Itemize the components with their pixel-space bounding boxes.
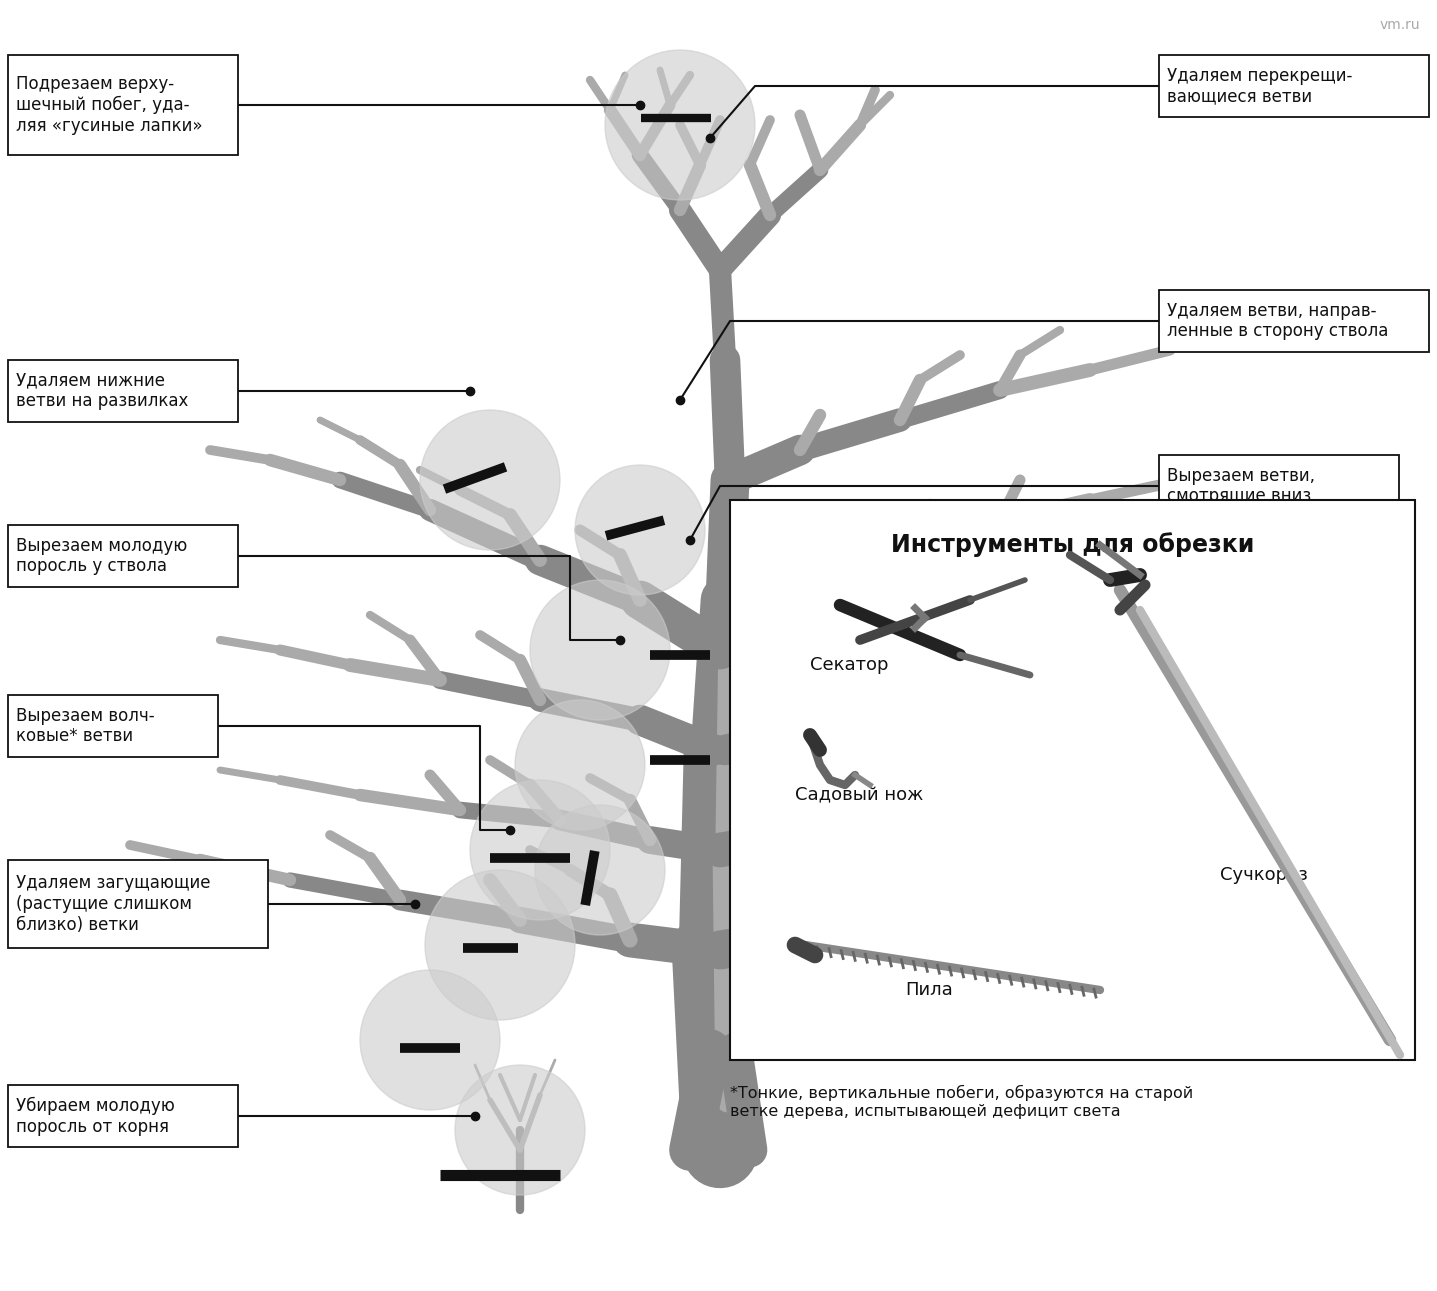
Text: *Тонкие, вертикальные побеги, образуются на старой
ветке дерева, испытывающей де: *Тонкие, вертикальные побеги, образуются…: [730, 1084, 1193, 1118]
Circle shape: [530, 580, 670, 720]
Text: Удаляем загущающие
(растущие слишком
близко) ветки: Удаляем загущающие (растущие слишком бли…: [16, 874, 210, 933]
Text: Пила: Пила: [905, 981, 953, 999]
Circle shape: [514, 700, 645, 830]
Text: Убираем молодую
поросль от корня: Убираем молодую поросль от корня: [16, 1096, 175, 1136]
Circle shape: [425, 870, 575, 1020]
Circle shape: [456, 1065, 585, 1195]
Circle shape: [535, 806, 665, 935]
Text: Вырезаем молодую
поросль у ствола: Вырезаем молодую поросль у ствола: [16, 537, 187, 576]
FancyBboxPatch shape: [1160, 290, 1428, 352]
FancyBboxPatch shape: [1160, 56, 1428, 117]
FancyBboxPatch shape: [9, 1084, 239, 1146]
FancyBboxPatch shape: [9, 695, 218, 757]
Text: Удаляем ветви, направ-
ленные в сторону ствола: Удаляем ветви, направ- ленные в сторону …: [1167, 302, 1388, 341]
FancyBboxPatch shape: [9, 525, 239, 587]
Circle shape: [420, 411, 560, 550]
FancyBboxPatch shape: [9, 860, 267, 948]
Text: Вырезаем ветви,
смотрящие вниз: Вырезаем ветви, смотрящие вниз: [1167, 466, 1315, 505]
Text: Инструменты для обрезки: Инструменты для обрезки: [891, 533, 1255, 558]
Text: Сучкорез: Сучкорез: [1220, 866, 1308, 884]
Circle shape: [605, 50, 754, 200]
Text: Вырезаем волч-
ковые* ветви: Вырезаем волч- ковые* ветви: [16, 706, 155, 745]
Circle shape: [575, 465, 706, 595]
Text: Садовый нож: Садовый нож: [795, 786, 923, 804]
Text: Секатор: Секатор: [810, 656, 888, 674]
FancyBboxPatch shape: [730, 500, 1415, 1060]
FancyBboxPatch shape: [1160, 454, 1400, 516]
Text: Подрезаем верху-
шечный побег, уда-
ляя «гусиные лапки»: Подрезаем верху- шечный побег, уда- ляя …: [16, 75, 203, 136]
FancyBboxPatch shape: [9, 56, 239, 155]
Text: Удаляем перекрещи-
вающиеся ветви: Удаляем перекрещи- вающиеся ветви: [1167, 67, 1352, 106]
Text: vm.ru: vm.ru: [1380, 18, 1420, 32]
FancyBboxPatch shape: [9, 360, 239, 422]
Circle shape: [470, 780, 609, 920]
Circle shape: [361, 970, 500, 1110]
Text: Удаляем нижние
ветви на развилках: Удаляем нижние ветви на развилках: [16, 372, 188, 411]
